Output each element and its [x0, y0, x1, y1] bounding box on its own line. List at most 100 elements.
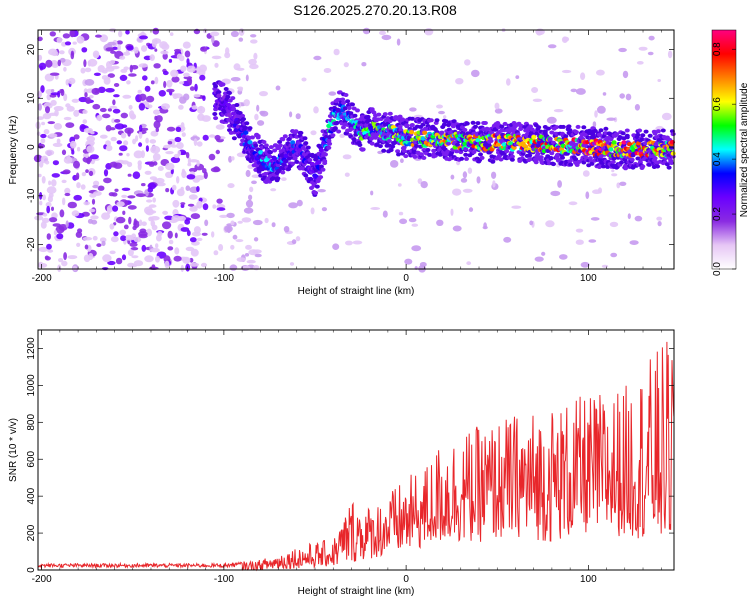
- ridge-halo: [451, 119, 457, 124]
- noise-blob: [144, 170, 152, 175]
- noise-blob: [476, 176, 481, 184]
- noise-blob: [214, 134, 221, 141]
- noise-blob: [78, 96, 88, 103]
- ridge-core: [475, 138, 481, 143]
- ridge-halo: [268, 150, 273, 155]
- noise-blob: [45, 59, 53, 68]
- noise-blob: [611, 169, 615, 173]
- noise-blob: [606, 117, 616, 121]
- ridge-halo: [397, 114, 403, 119]
- noise-blob: [238, 37, 244, 42]
- noise-blob: [455, 78, 464, 85]
- ridge-core: [318, 148, 324, 153]
- ridge-core: [511, 145, 517, 150]
- noise-blob: [152, 27, 160, 35]
- ridge-halo: [231, 107, 237, 111]
- noise-blob: [152, 153, 161, 161]
- noise-blob: [254, 253, 262, 258]
- noise-blob: [283, 226, 290, 233]
- noise-blob: [69, 29, 75, 38]
- noise-blob: [96, 243, 102, 248]
- noise-blob: [647, 51, 654, 56]
- noise-blob: [270, 188, 277, 192]
- ridge-halo: [235, 120, 241, 125]
- ridge-halo: [293, 129, 299, 134]
- noise-blob: [47, 121, 55, 125]
- noise-blob: [580, 261, 590, 268]
- snr-frame: [37, 329, 675, 571]
- noise-blob: [193, 93, 201, 98]
- noise-blob: [138, 231, 148, 237]
- noise-blob: [52, 160, 60, 166]
- ridge-halo: [366, 118, 372, 123]
- noise-blob: [113, 231, 119, 237]
- noise-blob: [198, 197, 203, 202]
- noise-blob: [169, 32, 174, 36]
- ridge-halo: [475, 121, 481, 126]
- noise-blob: [203, 171, 208, 179]
- noise-blob: [125, 235, 134, 241]
- ridge-halo: [509, 154, 515, 159]
- noise-blob: [105, 47, 115, 52]
- noise-blob: [494, 108, 503, 114]
- ridge-halo: [275, 163, 281, 167]
- noise-blob: [95, 34, 102, 38]
- noise-blob: [107, 73, 116, 78]
- noise-blob: [196, 186, 200, 192]
- ridge-halo: [463, 152, 469, 157]
- y-tick-label: 20: [26, 44, 37, 56]
- noise-blob: [152, 197, 156, 203]
- ridge-halo: [340, 97, 346, 102]
- noise-blob: [65, 122, 75, 128]
- ridge-halo: [464, 121, 470, 126]
- noise-blob: [138, 103, 146, 111]
- noise-blob: [158, 90, 166, 97]
- noise-blob: [123, 51, 131, 56]
- ridge-halo: [308, 176, 314, 181]
- noise-blob: [59, 57, 66, 63]
- noise-blob: [184, 219, 191, 225]
- ridge-halo: [277, 140, 283, 144]
- noise-blob: [467, 167, 473, 174]
- noise-blob: [288, 202, 298, 209]
- ridge-core: [309, 161, 315, 167]
- ridge-core: [608, 147, 614, 152]
- noise-blob: [150, 247, 160, 253]
- ridge-halo: [332, 126, 338, 131]
- ridge-halo: [431, 148, 437, 153]
- noise-blob: [264, 217, 269, 224]
- ridge-halo: [418, 152, 424, 157]
- noise-blob: [245, 74, 249, 82]
- noise-blob: [176, 188, 185, 197]
- noise-blob: [244, 253, 250, 257]
- noise-blob: [75, 172, 80, 180]
- noise-blob: [60, 88, 65, 97]
- noise-blob: [249, 63, 259, 70]
- x-tick-label: -200: [32, 574, 52, 585]
- ridge-halo: [535, 152, 541, 156]
- ridge-halo: [591, 135, 597, 140]
- noise-blob: [34, 215, 44, 221]
- noise-blob: [108, 192, 115, 197]
- ridge-core: [611, 140, 617, 145]
- noise-blob: [235, 67, 245, 71]
- noise-blob: [146, 199, 153, 203]
- ridge-halo: [280, 170, 286, 175]
- noise-blob: [116, 140, 123, 145]
- noise-blob: [75, 231, 83, 238]
- noise-blob: [121, 194, 128, 198]
- noise-blob: [634, 215, 643, 222]
- ridge-halo: [427, 152, 433, 157]
- noise-blob: [153, 120, 161, 129]
- noise-blob: [250, 34, 257, 38]
- noise-blob: [38, 62, 47, 70]
- ridge-halo: [589, 161, 595, 166]
- noise-blob: [117, 44, 121, 52]
- noise-blob: [116, 216, 126, 224]
- ridge-halo: [253, 143, 259, 148]
- noise-blob: [48, 192, 54, 198]
- noise-blob: [328, 91, 337, 96]
- noise-blob: [99, 134, 108, 139]
